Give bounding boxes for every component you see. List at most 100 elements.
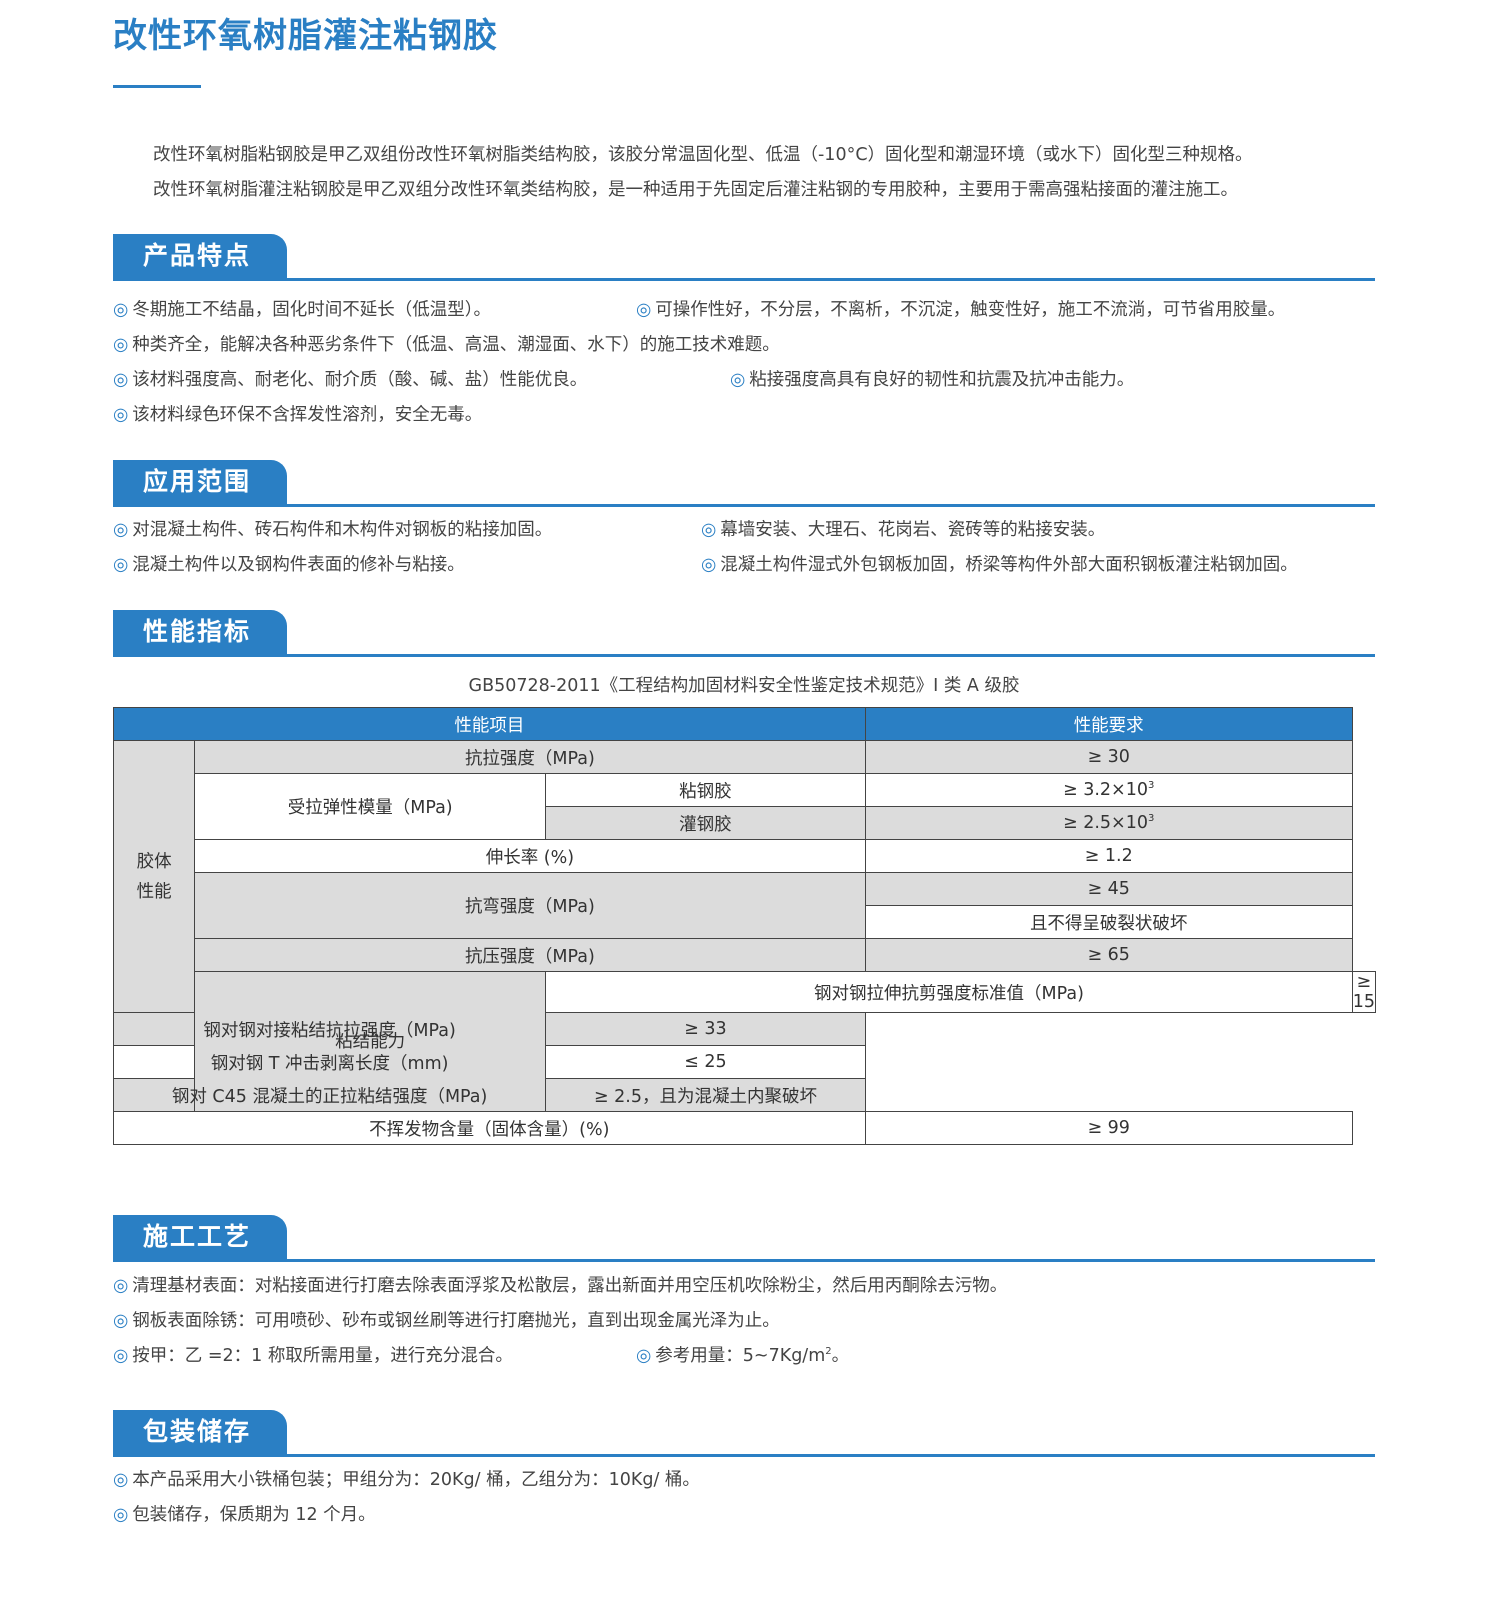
table-cell: 粘钢胶: [545, 773, 866, 807]
list-item: ◎ 该材料强度高、耐老化、耐介质（酸、碱、盐）性能优良。: [113, 366, 587, 391]
list-item: ◎ 对混凝土构件、砖石构件和木构件对钢板的粘接加固。: [113, 516, 552, 541]
list-item: ◎ 包装储存，保质期为 12 个月。: [113, 1501, 376, 1526]
text: 3: [1148, 813, 1155, 825]
table-cell: ≥ 2.5×103: [864, 806, 1353, 840]
text: 包装储存，保质期为 12 个月。: [132, 1505, 376, 1525]
text: 混凝土构件湿式外包钢板加固，桥梁等构件外部大面积钢板灌注粘钢加固。: [720, 555, 1298, 575]
table-row: 抗压强度（MPa) ≥ 65: [114, 938, 1376, 972]
table-row: 伸长率 (%) ≥ 1.2: [114, 839, 1376, 873]
table-cell: 不挥发物含量（固体含量）(%): [113, 1111, 866, 1145]
text: 粘接强度高具有良好的韧性和抗震及抗冲击能力。: [749, 370, 1135, 390]
section-header-scope: 应用范围: [113, 458, 1375, 507]
text: ≥ 2.5×10: [1063, 813, 1148, 833]
table-row: 粘结能力 钢对钢拉伸抗剪强度标准值（MPa) ≥ 15: [114, 971, 1377, 1112]
text: 本产品采用大小铁桶包装；甲组分为：20Kg/ 桶，乙组分为：10Kg/ 桶。: [132, 1470, 700, 1490]
table-cell: 灌钢胶: [545, 806, 866, 840]
table-header-cell: 性能要求: [864, 707, 1353, 741]
section-header-performance: 性能指标: [113, 608, 1375, 657]
table-cell: 钢对钢对接粘结抗拉强度（MPa): [112, 1012, 547, 1046]
text: 可操作性好，不分层，不离析，不沉淀，触变性好，施工不流淌，可节省用胶量。: [655, 300, 1286, 320]
section-header-process: 施工工艺: [113, 1213, 1375, 1262]
table-cell: 钢对钢拉伸抗剪强度标准值（MPa): [545, 971, 1353, 1013]
text: 清理基材表面：对粘接面进行打磨去除表面浮浆及松散层，露出新面并用空压机吹除粉尘，…: [132, 1276, 1008, 1296]
table-row: 钢对钢对接粘结抗拉强度（MPa) ≥ 33: [112, 1012, 1376, 1046]
table-cell: 抗拉强度（MPa): [194, 740, 866, 774]
table-cell: ≥ 45: [864, 872, 1353, 906]
page-title: 改性环氧树脂灌注粘钢胶: [113, 16, 498, 56]
bullet-icon: ◎: [636, 300, 652, 320]
table-cell: ≥ 2.5，且为混凝土内聚破坏: [545, 1078, 866, 1112]
table-cell: 伸长率 (%): [194, 839, 866, 873]
bullet-icon: ◎: [701, 520, 717, 540]
table-cell: 钢对 C45 混凝土的正拉粘结强度（MPa): [112, 1078, 547, 1112]
list-item: ◎ 混凝土构件以及钢构件表面的修补与粘接。: [113, 551, 465, 576]
table-cell: 且不得呈破裂状破坏: [864, 905, 1353, 939]
text: 对混凝土构件、砖石构件和木构件对钢板的粘接加固。: [132, 520, 553, 540]
text: 混凝土构件以及钢构件表面的修补与粘接。: [132, 555, 465, 575]
text: 该材料绿色环保不含挥发性溶剂，安全无毒。: [132, 405, 483, 425]
list-item: ◎ 混凝土构件湿式外包钢板加固，桥梁等构件外部大面积钢板灌注粘钢加固。: [701, 551, 1298, 576]
bullet-icon: ◎: [113, 1505, 129, 1525]
bullet-icon: ◎: [636, 1346, 652, 1366]
table-cell: ≥ 1.2: [864, 839, 1353, 873]
table-row: 钢对钢 T 冲击剥离长度（mm) ≤ 25: [112, 1045, 1376, 1079]
bullet-icon: ◎: [113, 1470, 129, 1490]
list-item: ◎ 清理基材表面：对粘接面进行打磨去除表面浮浆及松散层，露出新面并用空压机吹除粉尘…: [113, 1272, 1007, 1297]
table-cell: ≤ 25: [545, 1045, 866, 1079]
list-item: ◎ 参考用量：5~7Kg/m2。: [636, 1342, 849, 1367]
bullet-icon: ◎: [113, 300, 129, 320]
text: 参考用量：5~7Kg/m: [655, 1346, 826, 1366]
table-cell: ≥ 99: [864, 1111, 1353, 1145]
table-cell: ≥ 30: [864, 740, 1353, 774]
table-row: 且不得呈破裂状破坏: [114, 905, 1376, 939]
table-cell: 抗压强度（MPa): [194, 938, 866, 972]
table-cell: ≥ 3.2×103: [864, 773, 1353, 807]
group-label: 胶体性能: [112, 740, 196, 1013]
text: 冬期施工不结晶，固化时间不延长（低温型）。: [132, 300, 492, 320]
text: 按甲：乙 =2：1 称取所需用量，进行充分混合。: [132, 1346, 513, 1366]
section-header-features: 产品特点: [113, 232, 1375, 281]
table-header-row: 性能项目 性能要求: [113, 707, 1376, 741]
table-row: 胶体性能 抗拉强度（MPa) ≥ 30: [112, 740, 1376, 1013]
table-cell: ≥ 15: [1351, 971, 1377, 1013]
bullet-icon: ◎: [113, 335, 129, 355]
bullet-icon: ◎: [113, 1276, 129, 1296]
list-item: ◎ 粘接强度高具有良好的韧性和抗震及抗冲击能力。: [730, 366, 1134, 391]
list-item: ◎ 幕墙安装、大理石、花岗岩、瓷砖等的粘接安装。: [701, 516, 1105, 541]
bullet-icon: ◎: [113, 370, 129, 390]
title-underline: [113, 85, 201, 88]
intro-line: 改性环氧树脂灌注粘钢胶是甲乙双组分改性环氧类结构胶，是一种适用于先固定后灌注粘钢…: [153, 180, 1238, 200]
list-item: ◎ 本产品采用大小铁桶包装；甲组分为：20Kg/ 桶，乙组分为：10Kg/ 桶。: [113, 1466, 700, 1491]
list-item: ◎ 冬期施工不结晶，固化时间不延长（低温型）。: [113, 296, 491, 321]
table-row: 灌钢胶 ≥ 2.5×103: [114, 806, 1376, 840]
list-item: ◎ 按甲：乙 =2：1 称取所需用量，进行充分混合。: [113, 1342, 513, 1367]
bullet-icon: ◎: [113, 1311, 129, 1331]
intro: 改性环氧树脂粘钢胶是甲乙双组份改性环氧树脂类结构胶，该胶分常温固化型、低温（-1…: [153, 138, 1253, 208]
performance-table: 性能项目 性能要求 胶体性能 抗拉强度（MPa) ≥ 30 受拉弹性模量（MPa) 粘钢…: [112, 707, 1377, 1145]
list-item: ◎ 种类齐全，能解决各种恶劣条件下（低温、高温、潮湿面、水下）的施工技术难题。: [113, 331, 780, 356]
text: 该材料强度高、耐老化、耐介质（酸、碱、盐）性能优良。: [132, 370, 588, 390]
text: 种类齐全，能解决各种恶劣条件下（低温、高温、潮湿面、水下）的施工技术难题。: [132, 335, 780, 355]
text: 2: [825, 1346, 832, 1358]
table-cell: ≥ 65: [864, 938, 1353, 972]
section-header-storage: 包装储存: [113, 1408, 1375, 1457]
table-cell: ≥ 33: [545, 1012, 866, 1046]
list-item: ◎ 该材料绿色环保不含挥发性溶剂，安全无毒。: [113, 401, 482, 426]
table-caption: GB50728-2011《工程结构加固材料安全性鉴定技术规范》I 类 A 级胶: [468, 676, 1020, 696]
text: ≥ 3.2×10: [1063, 780, 1148, 800]
list-item: ◎ 钢板表面除锈：可用喷砂、砂布或钢丝刷等进行打磨抛光，直到出现金属光泽为止。: [113, 1307, 780, 1332]
table-row: 抗弯强度（MPa) ≥ 45: [114, 872, 1376, 939]
bullet-icon: ◎: [113, 1346, 129, 1366]
table-cell: 抗弯强度（MPa): [194, 872, 866, 939]
table-row: 钢对 C45 混凝土的正拉粘结强度（MPa) ≥ 2.5，且为混凝土内聚破坏: [112, 1078, 1376, 1112]
intro-line: 改性环氧树脂粘钢胶是甲乙双组份改性环氧树脂类结构胶，该胶分常温固化型、低温（-1…: [153, 145, 1253, 165]
text: 3: [1148, 780, 1155, 792]
text: 钢板表面除锈：可用喷砂、砂布或钢丝刷等进行打磨抛光，直到出现金属光泽为止。: [132, 1311, 780, 1331]
table-row: 受拉弹性模量（MPa) 粘钢胶 ≥ 3.2×103: [114, 773, 1376, 840]
table-header-cell: 性能项目: [113, 707, 866, 741]
bullet-icon: ◎: [730, 370, 746, 390]
bullet-icon: ◎: [113, 520, 129, 540]
text: 幕墙安装、大理石、花岗岩、瓷砖等的粘接安装。: [720, 520, 1106, 540]
table-cell: 受拉弹性模量（MPa): [194, 773, 547, 840]
